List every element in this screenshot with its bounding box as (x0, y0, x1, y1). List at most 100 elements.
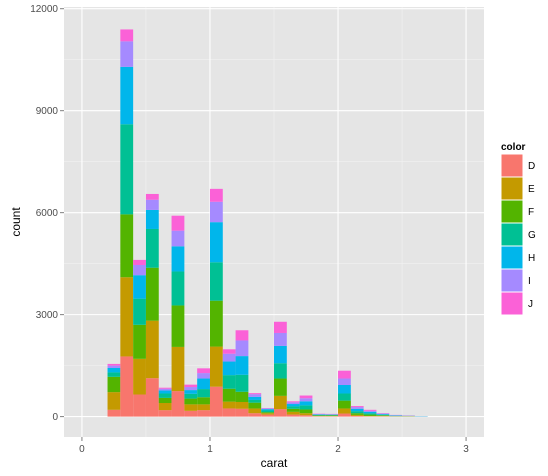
bar-segment-G (261, 410, 274, 413)
bar-segment-I (248, 394, 262, 397)
bar-segment-I (235, 340, 249, 357)
bar-segment-H (145, 209, 159, 229)
bar-segment-F (363, 414, 377, 416)
bar-segment-F (184, 398, 198, 405)
bar-segment-J (209, 188, 223, 202)
bar-segment-J (171, 215, 185, 231)
bar-segment-D (133, 394, 146, 417)
bar-segment-G (171, 271, 185, 306)
bar-segment-E (338, 408, 351, 414)
bar-segment-D (107, 409, 121, 417)
bar-segment-H (376, 414, 390, 415)
bar-segment-F (107, 376, 121, 393)
bar-segment-J (158, 387, 172, 389)
bar-segment-D (197, 410, 210, 417)
bar-segment-H (107, 367, 121, 373)
bars (107, 29, 428, 417)
bar-segment-I (274, 332, 287, 346)
bar-segment-D (120, 356, 134, 417)
x-tick-label: 0 (79, 444, 85, 455)
legend-label-J: J (528, 299, 533, 310)
bar-segment-J (120, 29, 134, 42)
bar-segment-F (248, 402, 262, 409)
bar-segment-G (107, 372, 121, 377)
bar-segment-I (120, 41, 134, 67)
bar-segment-J (338, 370, 351, 379)
legend-key-D (500, 153, 524, 178)
bar-segment-J (363, 409, 377, 411)
bar-segment-J (184, 384, 198, 388)
bar-segment-I (209, 201, 223, 223)
bar-segment-D (261, 414, 274, 417)
bar-segment-E (350, 414, 364, 416)
legend-label-G: G (528, 230, 536, 241)
bar-segment-J (274, 321, 287, 333)
bar-segment-G (312, 414, 326, 416)
bar-segment-F (197, 397, 210, 405)
x-axis-title: carat (261, 456, 288, 470)
bar-segment-H (222, 361, 236, 376)
bar-segment-D (184, 410, 198, 417)
bar-segment-F (261, 412, 274, 414)
bar-segment-H (248, 396, 262, 400)
bar-segment-J (222, 349, 236, 354)
bar-segment-D (248, 413, 262, 417)
bar-segment-F (209, 300, 223, 347)
legend-label-H: H (528, 253, 535, 264)
bar-segment-G (299, 405, 313, 410)
legend-label-E: E (528, 184, 535, 195)
bar-segment-G (184, 393, 198, 399)
bar-segment-F (235, 391, 249, 402)
bar-segment-I (376, 413, 390, 415)
bar-segment-G (197, 389, 210, 398)
bar-segment-F (325, 415, 339, 416)
bar-segment-D (171, 391, 185, 417)
legend-key-H (500, 245, 524, 270)
bar-segment-E (209, 346, 223, 387)
bar-segment-J (248, 393, 262, 395)
bar-segment-E (133, 358, 146, 395)
axes: 0 3000 6000 9000 12000 0 1 2 3 (30, 4, 469, 455)
legend-key-G (500, 222, 524, 247)
bar-segment-I (363, 410, 377, 412)
bar-segment-I (107, 365, 121, 368)
bar-segment-I (286, 402, 300, 405)
bar-segment-I (133, 265, 146, 276)
x-tick-label: 1 (207, 444, 213, 455)
bar-segment-D (235, 408, 249, 417)
bar-segment-H (299, 401, 313, 406)
bar-segment-H (197, 378, 210, 390)
bar-segment-D (222, 408, 236, 417)
bar-segment-G (248, 399, 262, 403)
bar-segment-J (350, 406, 364, 408)
x-tick-label: 2 (335, 444, 341, 455)
bar-segment-H (363, 411, 377, 414)
bar-segment-J (133, 259, 146, 265)
bar-segment-G (363, 413, 377, 415)
bar-segment-E (158, 403, 172, 411)
bar-segment-D (286, 414, 300, 417)
bar-segment-H (120, 66, 134, 125)
legend-label-D: D (528, 161, 535, 172)
y-tick-label: 0 (52, 412, 58, 423)
bar-segment-E (222, 401, 236, 409)
bar-segment-I (350, 407, 364, 409)
bar-segment-F (120, 214, 134, 278)
bar-segment-H (338, 384, 351, 394)
bar-segment-G (145, 228, 159, 268)
bar-segment-G (274, 363, 287, 379)
bar-segment-F (338, 400, 351, 409)
bar-segment-G (338, 393, 351, 401)
bar-segment-D (158, 410, 172, 417)
bar-segment-F (171, 305, 185, 347)
bar-segment-E (286, 411, 300, 415)
bar-segment-E (248, 408, 262, 414)
legend-label-I: I (528, 276, 531, 287)
y-tick-label: 12000 (30, 4, 58, 15)
bar-segment-J (299, 395, 313, 399)
bar-segment-F (312, 415, 326, 416)
legend-key-E (500, 176, 524, 201)
bar-segment-J (197, 368, 210, 374)
bar-segment-I (222, 353, 236, 362)
bar-segment-H (171, 246, 185, 272)
